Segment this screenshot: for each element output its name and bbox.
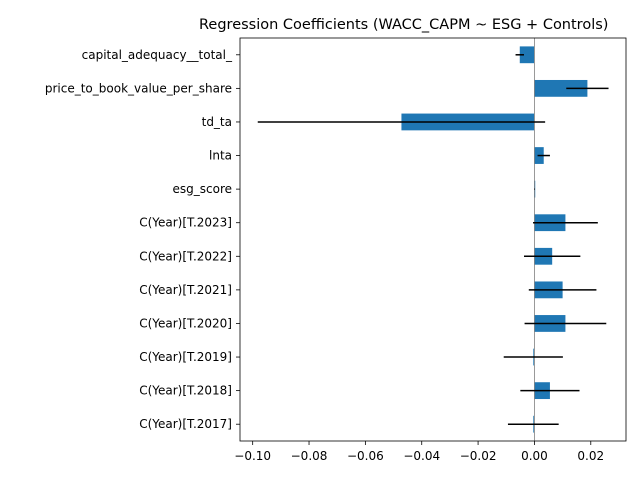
x-tick-label: 0.00 xyxy=(521,449,548,463)
x-tick-label: −0.04 xyxy=(403,449,440,463)
category-label: lnta xyxy=(209,149,232,163)
category-label: C(Year)[T.2023] xyxy=(139,216,232,230)
category-label: C(Year)[T.2017] xyxy=(139,417,232,431)
category-label: C(Year)[T.2022] xyxy=(139,249,232,263)
category-label: esg_score xyxy=(173,182,233,196)
coefficient-bar xyxy=(519,46,535,64)
x-tick-label: −0.08 xyxy=(291,449,328,463)
category-label: capital_adequacy__total_ xyxy=(82,48,233,62)
plot-area xyxy=(257,38,609,441)
axes: −0.10 −0.08 −0.06 −0.04 −0.02 0.00 0.02 capital… xyxy=(45,37,627,463)
category-label: C(Year)[T.2021] xyxy=(139,283,232,297)
x-tick-label: −0.02 xyxy=(460,449,497,463)
axes-frame xyxy=(239,37,627,442)
category-label: C(Year)[T.2019] xyxy=(139,350,232,364)
coefficient-bar xyxy=(534,79,588,97)
x-tick-label: 0.02 xyxy=(577,449,604,463)
x-tick-label: −0.10 xyxy=(234,449,271,463)
x-tick-label: −0.06 xyxy=(347,449,384,463)
category-label: td_ta xyxy=(202,115,232,129)
category-label: C(Year)[T.2018] xyxy=(139,384,232,398)
category-label: price_to_book_value_per_share xyxy=(45,81,232,95)
category-label: C(Year)[T.2020] xyxy=(139,316,232,330)
chart-title: Regression Coefficients (WACC_CAPM ~ ESG… xyxy=(199,17,608,33)
